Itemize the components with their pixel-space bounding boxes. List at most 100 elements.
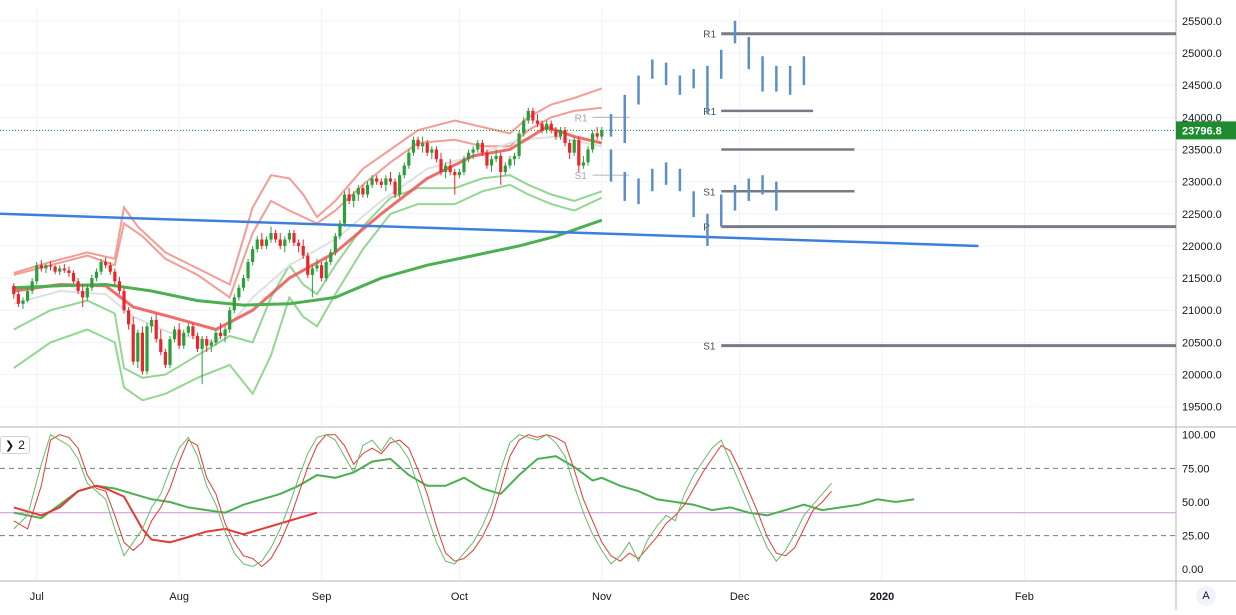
candle-body [508, 159, 512, 166]
candle-body [136, 332, 140, 362]
candle-body [296, 242, 301, 246]
candle-body [81, 290, 85, 298]
candle-body [595, 133, 599, 137]
candle-body [379, 181, 383, 185]
candlestick-series [12, 107, 604, 385]
auto-scale-button[interactable]: A [1196, 586, 1216, 606]
candle-body [342, 194, 347, 224]
last-price-label: 23796.8 [1182, 125, 1222, 137]
last-price-group: 23796.8 [0, 121, 1236, 140]
candle-body [122, 290, 126, 311]
trendline-group[interactable] [0, 212, 979, 248]
candle-body [214, 332, 218, 343]
trendline[interactable] [0, 212, 979, 248]
candle-body [85, 287, 89, 298]
oscillator-tick-label: 50.00 [1182, 497, 1210, 509]
time-tick-label: Feb [1015, 591, 1034, 603]
price-tick-label: 22500.0 [1182, 209, 1222, 221]
candle-body [393, 181, 397, 195]
candle-body [12, 285, 16, 295]
candle-body [485, 152, 489, 166]
price-tick-label: 25000.0 [1182, 48, 1222, 60]
candle-body [430, 149, 434, 153]
candle-body [218, 332, 223, 336]
price-tick-label: 21500.0 [1182, 273, 1222, 285]
candle-body [260, 239, 264, 246]
candle-body [246, 262, 250, 279]
pivot-levels: R1R1R1S1S1PS1 [575, 30, 1176, 353]
candle-body [99, 262, 103, 272]
candle-body [108, 265, 112, 272]
time-tick-label: Dec [730, 591, 750, 603]
candle-body [549, 123, 553, 131]
candle-body [522, 120, 526, 134]
candle-body [494, 155, 498, 160]
candle-body [531, 110, 535, 121]
oscillator-series-line-1 [13, 455, 915, 520]
oscillator-tick-label: 75.00 [1182, 463, 1210, 475]
candle-body [149, 319, 154, 327]
candle-body [425, 143, 429, 153]
time-tick-label: 2020 [870, 591, 894, 603]
candle-body [177, 329, 181, 346]
candle-body [48, 265, 53, 267]
candle-body [448, 165, 452, 172]
bollinger-outer-upper [13, 87, 603, 286]
candle-body [453, 171, 457, 176]
candle-body [540, 123, 544, 131]
oscillator-series [13, 433, 915, 568]
indicator-label: 2 [18, 438, 25, 452]
candle-body [471, 149, 475, 153]
candle-body [590, 133, 595, 150]
indicator-collapse-button[interactable]: ❯ 2 [0, 436, 30, 454]
oscillator-tick-label: 0.00 [1182, 564, 1203, 576]
candle-body [30, 281, 34, 291]
pivot-level-label: R1 [703, 107, 716, 118]
candle-body [526, 110, 530, 121]
time-tick-label: Jul [30, 591, 44, 603]
price-tick-label: 24000.0 [1182, 112, 1222, 124]
candle-body [443, 165, 448, 172]
pivot-level-label: R1 [703, 30, 716, 41]
candle-body [356, 188, 360, 195]
price-tick-label: 19500.0 [1182, 402, 1222, 414]
candle-body [274, 233, 278, 240]
time-axis[interactable]: Jul Aug Sep Oct Nov Dec 2020 Feb [30, 591, 1034, 603]
candle-body [480, 143, 484, 153]
candle-body [352, 194, 356, 201]
candle-body [563, 130, 567, 144]
candle-body [159, 339, 163, 353]
candle-body [209, 342, 213, 346]
candle-body [62, 268, 66, 271]
candle-body [577, 139, 581, 166]
candle-body [90, 278, 94, 288]
candle-body [315, 265, 319, 269]
candle-body [127, 310, 131, 325]
candle-body [269, 233, 273, 240]
candle-body [457, 171, 461, 176]
candle-body [200, 339, 204, 349]
bollinger-inner-upper [13, 106, 602, 299]
candle-body [466, 152, 471, 160]
candle-body [388, 178, 393, 182]
candle-body [384, 178, 388, 185]
sma-light-line [13, 135, 603, 344]
candle-body [421, 143, 425, 147]
candle-body [278, 239, 282, 246]
candle-body [283, 239, 287, 246]
candle-body [503, 165, 507, 172]
candle-body [195, 335, 200, 349]
last-price-badge [1176, 121, 1236, 140]
oscillator-axis[interactable]: 100.00 75.00 50.00 25.00 0.00 [1182, 430, 1216, 577]
pivot-level-label: S1 [703, 342, 716, 353]
candle-body [375, 178, 379, 182]
candle-body [324, 262, 328, 279]
price-axis[interactable]: 25500.0 25000.0 24500.0 24000.0 23500.0 23000… [1182, 16, 1222, 414]
oscillator-series-line-4 [13, 433, 832, 568]
candle-body [329, 252, 333, 263]
candle-body [53, 266, 57, 272]
candle-body [232, 297, 236, 311]
